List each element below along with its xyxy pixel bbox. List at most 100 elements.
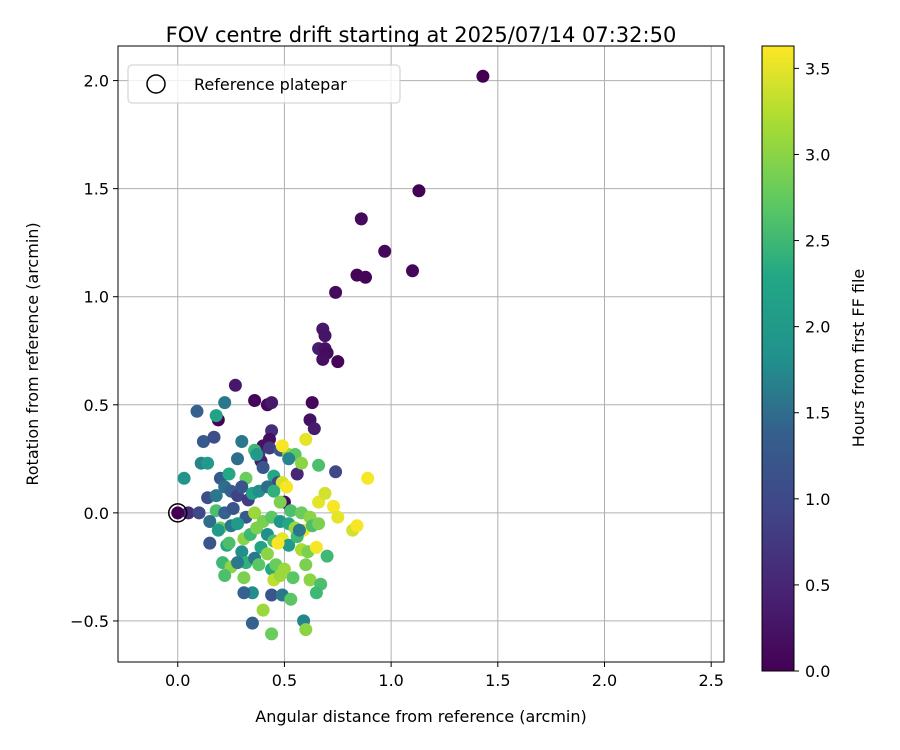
data-point: [329, 285, 343, 299]
data-point: [237, 571, 251, 585]
y-axis-label: Rotation from reference (arcmin): [23, 222, 42, 485]
data-point: [286, 571, 300, 585]
data-point: [237, 586, 251, 600]
y-tick-label: 1.0: [84, 288, 109, 307]
data-point: [282, 538, 296, 552]
data-point: [235, 545, 249, 559]
data-point: [211, 523, 225, 537]
data-point: [292, 523, 306, 537]
data-point: [312, 517, 326, 531]
data-point: [299, 558, 313, 572]
data-point: [284, 504, 298, 518]
x-tick-label: 0.0: [165, 671, 190, 690]
data-point: [299, 432, 313, 446]
data-point: [207, 430, 221, 444]
data-point: [412, 184, 426, 198]
colorbar-tick-label: 2.5: [805, 232, 830, 251]
legend: Reference platepar: [127, 64, 401, 104]
data-point: [235, 435, 249, 448]
data-point: [252, 558, 266, 572]
data-point: [248, 394, 262, 407]
data-point: [290, 467, 304, 481]
reference-marker: [167, 503, 188, 523]
data-point: [406, 264, 419, 278]
data-point: [331, 510, 345, 524]
data-point: [354, 212, 368, 226]
data-point: [209, 489, 223, 503]
colorbar: 0.0 0.5 1.0 1.5 2.0 2.5 3.0 3.5 Hours from firs…: [761, 45, 868, 681]
chart-title: FOV centre drift starting at 2025/07/14 …: [166, 23, 677, 47]
data-point: [312, 458, 326, 472]
data-point: [273, 495, 287, 509]
data-point: [256, 461, 270, 474]
x-axis-ticks: 0.0 0.5 1.0 1.5 2.0 2.5: [165, 662, 724, 690]
data-point: [378, 244, 392, 258]
data-point: [231, 517, 244, 531]
data-point: [318, 486, 332, 500]
data-point: [203, 536, 217, 550]
legend-box: [127, 64, 401, 104]
reference-point: [171, 506, 185, 520]
data-point: [260, 547, 274, 561]
data-point: [263, 441, 276, 455]
data-point: [222, 467, 236, 481]
data-point: [273, 569, 287, 582]
y-tick-label: 1.5: [84, 180, 109, 199]
data-point: [248, 506, 262, 520]
data-points: [167, 69, 490, 641]
data-point: [295, 456, 308, 470]
data-point: [361, 471, 375, 485]
data-point: [282, 452, 296, 466]
y-tick-label: 0.5: [84, 396, 109, 415]
data-point: [303, 573, 317, 587]
data-point: [331, 355, 345, 369]
data-point: [307, 422, 321, 436]
data-point: [271, 536, 285, 550]
data-point: [192, 506, 206, 520]
data-point: [250, 448, 264, 461]
x-axis-label: Angular distance from reference (arcmin): [255, 707, 586, 726]
y-tick-label: 0.0: [84, 504, 109, 523]
x-tick-label: 2.0: [592, 671, 617, 690]
data-point: [267, 484, 281, 498]
data-point: [181, 506, 195, 520]
data-point: [222, 536, 236, 550]
data-point: [228, 378, 242, 392]
y-tick-label: −0.5: [70, 612, 109, 631]
data-point: [256, 603, 270, 617]
data-point: [476, 69, 490, 83]
data-point: [231, 452, 244, 466]
x-tick-label: 2.5: [698, 671, 723, 690]
legend-marker-icon: [146, 74, 166, 94]
data-point: [203, 515, 217, 528]
x-tick-label: 1.5: [485, 671, 510, 690]
y-axis-ticks: −0.5 0.0 0.5 1.0 1.5 2.0: [70, 72, 118, 631]
data-point: [327, 499, 340, 513]
colorbar-tick-label: 0.0: [805, 662, 830, 681]
data-point: [299, 623, 313, 637]
data-point: [275, 439, 289, 453]
data-point: [226, 502, 240, 515]
data-point: [201, 456, 215, 470]
data-point: [359, 270, 372, 284]
data-point: [231, 556, 244, 570]
data-point: [329, 465, 343, 479]
data-point: [177, 471, 191, 485]
colorbar-tick-label: 0.5: [805, 576, 830, 595]
data-point: [316, 352, 330, 366]
colorbar-label: Hours from first FF file: [849, 269, 868, 448]
data-point: [190, 404, 204, 418]
colorbar-tick-label: 1.5: [805, 404, 830, 423]
colorbar-tick-label: 3.5: [805, 59, 830, 78]
data-point: [280, 480, 294, 494]
data-point: [218, 569, 232, 582]
data-point: [309, 586, 323, 600]
data-point: [309, 540, 323, 554]
data-point: [209, 409, 223, 423]
x-tick-label: 1.0: [378, 671, 403, 690]
data-point: [318, 329, 332, 343]
data-point: [320, 549, 334, 563]
data-point: [250, 521, 264, 535]
